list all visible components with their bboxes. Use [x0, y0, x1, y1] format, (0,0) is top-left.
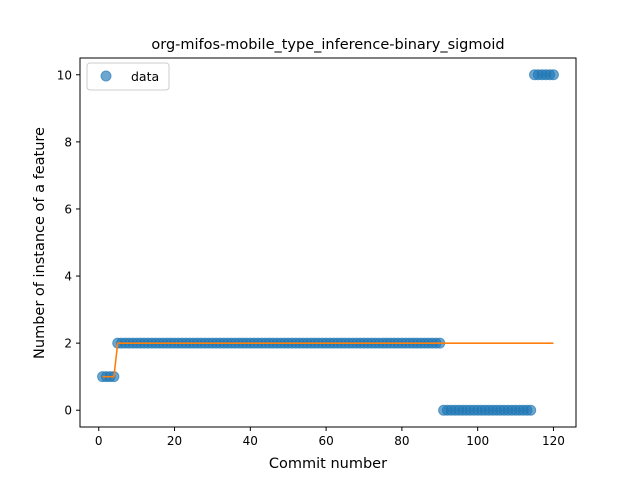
x-tick-label: 0	[95, 434, 103, 448]
y-tick-label: 4	[64, 270, 72, 284]
legend: data	[87, 63, 169, 90]
x-tick-label: 20	[167, 434, 182, 448]
x-tick-label: 120	[542, 434, 565, 448]
data-point	[548, 70, 558, 80]
y-tick-label: 6	[64, 202, 72, 216]
legend-marker-data	[101, 71, 111, 81]
data-point	[526, 405, 536, 415]
x-tick-label: 40	[243, 434, 258, 448]
legend-label-data: data	[131, 69, 159, 84]
y-axis-label: Number of instance of a feature	[32, 127, 48, 359]
x-tick-label: 100	[466, 434, 489, 448]
x-tick-label: 80	[394, 434, 409, 448]
y-tick-label: 8	[64, 135, 72, 149]
y-tick-label: 2	[64, 337, 72, 351]
x-tick-label: 60	[318, 434, 333, 448]
chart-title: org-mifos-mobile_type_inference-binary_s…	[151, 37, 504, 53]
x-axis-label: Commit number	[269, 456, 387, 472]
y-tick-label: 10	[57, 68, 72, 82]
y-tick-label: 0	[64, 404, 72, 418]
